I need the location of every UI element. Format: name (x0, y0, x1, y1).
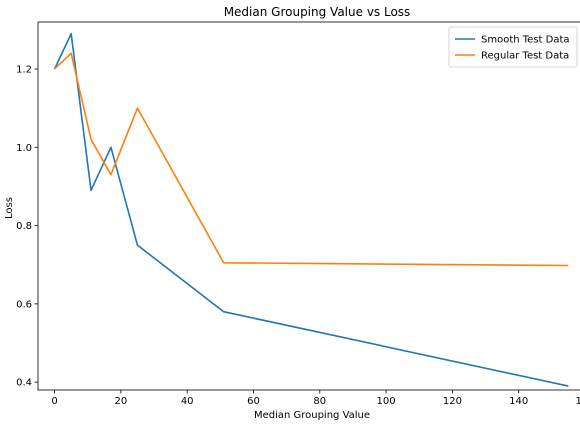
x-axis-label: Median Grouping Value (254, 410, 370, 421)
x-tick-label: 60 (247, 396, 260, 407)
y-axis-label: Loss (4, 197, 15, 219)
x-tick-label: 140 (509, 396, 528, 407)
y-tick-label: 0.8 (16, 221, 32, 232)
x-tick-label: 20 (115, 396, 128, 407)
legend-label: Regular Test Data (481, 51, 569, 62)
legend-frame (448, 26, 578, 68)
x-tick-label: 100 (377, 396, 396, 407)
x-tick-label: 80 (313, 396, 326, 407)
legend: Smooth Test Data Regular Test Data (448, 26, 578, 68)
chart-title: Median Grouping Value vs Loss (224, 5, 411, 19)
x-tick-label: 0 (51, 396, 57, 407)
legend-label: Smooth Test Data (481, 35, 570, 46)
y-tick-label: 0.4 (16, 378, 32, 389)
plot-frame (37, 21, 580, 391)
y-tick-label: 0.6 (16, 299, 32, 310)
series-line-regular-test-data (54, 52, 569, 267)
x-tick-label: 120 (443, 396, 462, 407)
series-line-smooth-test-data (53, 32, 569, 387)
y-tick-label: 1.2 (16, 64, 32, 75)
x-tick-label: 160 (575, 396, 580, 407)
series-lines (53, 32, 569, 387)
x-tick-label: 40 (181, 396, 194, 407)
axes: 0 20 40 60 80 100 120 140 160 0.4 0.6 0.8 1.0 1.2 (16, 21, 580, 407)
y-tick-label: 1.0 (16, 143, 32, 154)
